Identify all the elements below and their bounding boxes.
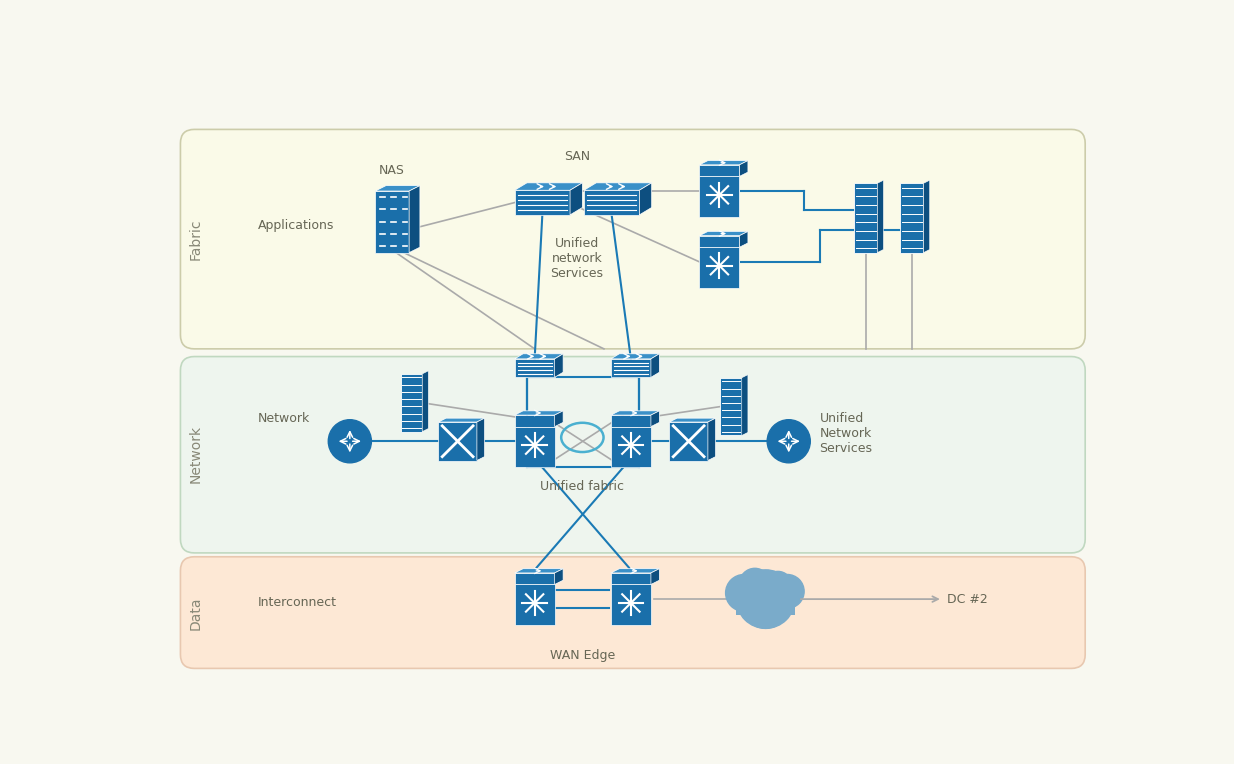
Text: NAS: NAS — [379, 164, 405, 177]
Polygon shape — [584, 183, 652, 190]
Text: SAN: SAN — [564, 150, 590, 163]
Text: Fabric: Fabric — [189, 219, 202, 261]
Polygon shape — [375, 191, 410, 253]
Polygon shape — [410, 186, 420, 253]
Text: Unified
network
Services: Unified network Services — [550, 237, 603, 280]
Polygon shape — [739, 231, 748, 248]
Polygon shape — [700, 248, 739, 288]
Polygon shape — [401, 374, 422, 432]
Polygon shape — [515, 568, 563, 573]
Polygon shape — [611, 415, 650, 426]
Polygon shape — [422, 371, 428, 432]
Polygon shape — [721, 377, 742, 435]
FancyBboxPatch shape — [180, 129, 1085, 349]
Circle shape — [737, 570, 795, 628]
Polygon shape — [554, 568, 563, 584]
Polygon shape — [877, 180, 884, 253]
Polygon shape — [611, 426, 650, 468]
Polygon shape — [611, 584, 650, 625]
Polygon shape — [515, 415, 554, 426]
Polygon shape — [650, 354, 659, 377]
FancyBboxPatch shape — [180, 357, 1085, 553]
Polygon shape — [515, 359, 554, 377]
Polygon shape — [901, 183, 923, 253]
Circle shape — [744, 585, 787, 628]
Polygon shape — [584, 190, 639, 215]
Text: Network: Network — [258, 412, 310, 425]
Polygon shape — [700, 165, 739, 176]
Polygon shape — [923, 180, 929, 253]
Polygon shape — [742, 374, 748, 435]
Polygon shape — [438, 418, 485, 422]
Polygon shape — [739, 160, 748, 176]
Polygon shape — [611, 359, 650, 377]
Text: DC #2: DC #2 — [946, 593, 987, 606]
Polygon shape — [570, 183, 582, 215]
Polygon shape — [515, 354, 563, 359]
Polygon shape — [515, 411, 563, 415]
Text: Unified fabric: Unified fabric — [540, 480, 624, 493]
Text: Interconnect: Interconnect — [258, 597, 337, 610]
Text: Network: Network — [189, 426, 202, 484]
Polygon shape — [611, 411, 659, 415]
FancyBboxPatch shape — [180, 557, 1085, 668]
Text: Unified
Network
Services: Unified Network Services — [819, 412, 872, 455]
Circle shape — [764, 571, 792, 599]
Polygon shape — [650, 411, 659, 426]
Circle shape — [770, 575, 805, 608]
Polygon shape — [700, 231, 748, 235]
Polygon shape — [515, 426, 554, 468]
Polygon shape — [375, 186, 420, 191]
Polygon shape — [700, 160, 748, 165]
Polygon shape — [554, 411, 563, 426]
Polygon shape — [611, 568, 659, 573]
Polygon shape — [611, 573, 650, 584]
Polygon shape — [708, 418, 716, 461]
Polygon shape — [669, 422, 708, 461]
Polygon shape — [515, 584, 554, 625]
Polygon shape — [650, 568, 659, 584]
Polygon shape — [854, 183, 877, 253]
Polygon shape — [515, 183, 582, 190]
Polygon shape — [669, 418, 716, 422]
Polygon shape — [438, 422, 476, 461]
Polygon shape — [700, 235, 739, 248]
Circle shape — [768, 419, 811, 463]
Circle shape — [726, 575, 763, 611]
Circle shape — [739, 568, 770, 599]
Circle shape — [328, 419, 371, 463]
Polygon shape — [515, 573, 554, 584]
Polygon shape — [611, 354, 659, 359]
Polygon shape — [639, 183, 652, 215]
Polygon shape — [515, 190, 570, 215]
Polygon shape — [554, 354, 563, 377]
Text: WAN Edge: WAN Edge — [550, 649, 615, 662]
Text: Applications: Applications — [258, 219, 334, 232]
FancyBboxPatch shape — [737, 590, 795, 614]
Text: Data: Data — [189, 596, 202, 630]
Polygon shape — [700, 176, 739, 217]
Polygon shape — [476, 418, 485, 461]
